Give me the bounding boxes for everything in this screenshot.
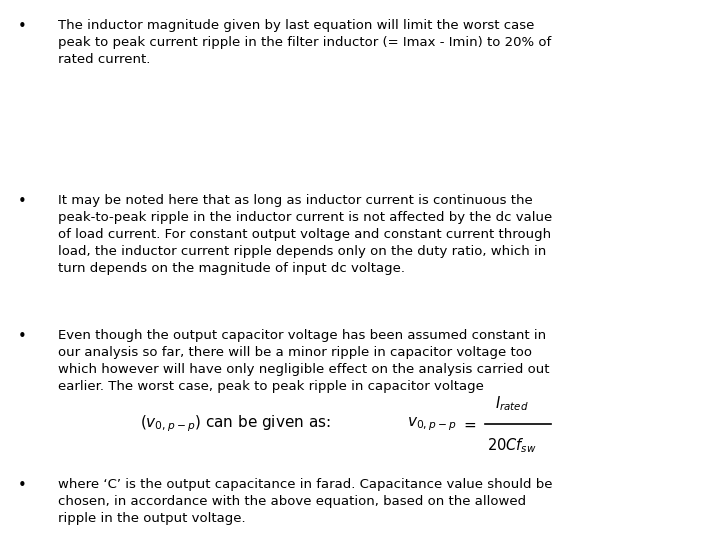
Text: $\left(v_{0,p-p}\right)$ can be given as:: $\left(v_{0,p-p}\right)$ can be given as… [140, 414, 331, 434]
Text: $20Cf_{sw}$: $20Cf_{sw}$ [487, 436, 537, 455]
Text: It may be noted here that as long as inductor current is continuous the
peak-to-: It may be noted here that as long as ind… [58, 194, 552, 275]
Text: $I_{rated}$: $I_{rated}$ [495, 394, 528, 413]
Text: Even though the output capacitor voltage has been assumed constant in
our analys: Even though the output capacitor voltage… [58, 329, 549, 394]
Text: $=$: $=$ [461, 416, 477, 431]
Text: •: • [18, 19, 27, 34]
Text: •: • [18, 194, 27, 210]
Text: where ‘C’ is the output capacitance in farad. Capacitance value should be
chosen: where ‘C’ is the output capacitance in f… [58, 478, 552, 525]
Text: •: • [18, 329, 27, 345]
Text: •: • [18, 478, 27, 493]
Text: $v_{0,p-p}$: $v_{0,p-p}$ [407, 415, 456, 433]
Text: The inductor magnitude given by last equation will limit the worst case
peak to : The inductor magnitude given by last equ… [58, 19, 551, 66]
